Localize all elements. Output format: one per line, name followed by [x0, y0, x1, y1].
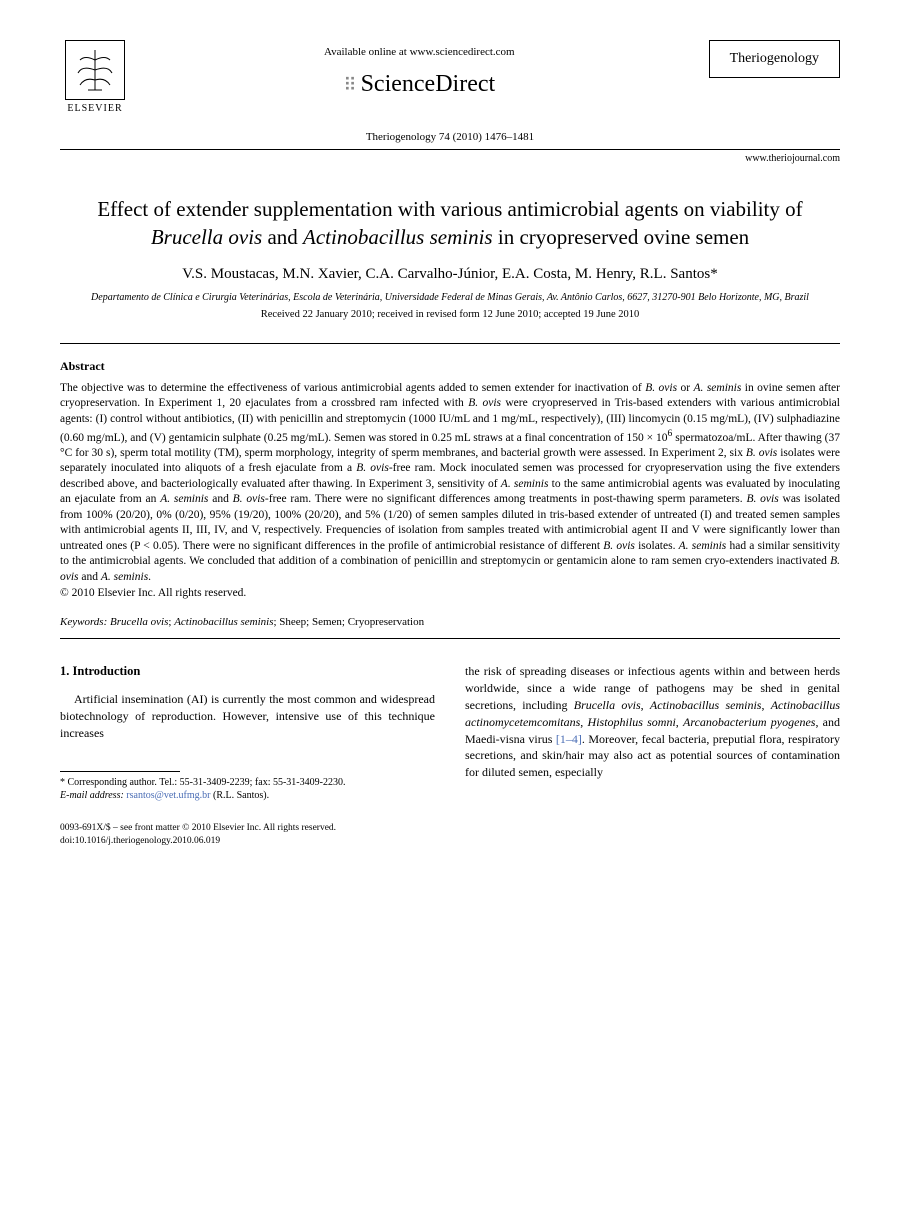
- intro-para-right: the risk of spreading diseases or infect…: [465, 663, 840, 781]
- corr-author-line: * Corresponding author. Tel.: 55-31-3409…: [60, 776, 435, 789]
- authors-line: V.S. Moustacas, M.N. Xavier, C.A. Carval…: [60, 263, 840, 286]
- citation-line: Theriogenology 74 (2010) 1476–1481: [60, 130, 840, 145]
- available-online-text: Available online at www.sciencedirect.co…: [130, 45, 709, 60]
- abstract-text: The objective was to determine the effec…: [60, 381, 840, 601]
- email-link[interactable]: rsantos@vet.ufmg.br: [126, 790, 210, 801]
- affiliation: Departamento de Clínica e Cirurgia Veter…: [60, 291, 840, 304]
- abstract-heading: Abstract: [60, 358, 840, 375]
- keywords-items: Brucella ovis; Actinobacillus seminis; S…: [110, 616, 424, 628]
- divider: [60, 343, 840, 344]
- corresponding-author-footnote: * Corresponding author. Tel.: 55-31-3409…: [60, 776, 435, 802]
- article-title: Effect of extender supplementation with …: [60, 196, 840, 251]
- sd-dots-icon: ⠿: [343, 73, 356, 98]
- divider: [60, 638, 840, 639]
- page-footer: 0093-691X/$ – see front matter © 2010 El…: [60, 822, 840, 847]
- footer-copyright: 0093-691X/$ – see front matter © 2010 El…: [60, 822, 840, 834]
- keywords-line: Keywords: Brucella ovis; Actinobacillus …: [60, 615, 840, 630]
- header-row: ELSEVIER Available online at www.science…: [60, 40, 840, 120]
- left-column: 1. Introduction Artificial insemination …: [60, 663, 435, 802]
- journal-url[interactable]: www.theriojournal.com: [60, 149, 840, 166]
- journal-box: Theriogenology: [709, 40, 840, 78]
- right-column: the risk of spreading diseases or infect…: [465, 663, 840, 802]
- email-line: E-mail address: rsantos@vet.ufmg.br (R.L…: [60, 789, 435, 802]
- elsevier-label: ELSEVIER: [67, 102, 122, 116]
- article-dates: Received 22 January 2010; received in re…: [60, 308, 840, 323]
- elsevier-logo: ELSEVIER: [60, 40, 130, 120]
- footnote-separator: [60, 771, 180, 772]
- sciencedirect-logo: ⠿ScienceDirect: [130, 68, 709, 102]
- body-columns: 1. Introduction Artificial insemination …: [60, 663, 840, 802]
- keywords-label: Keywords:: [60, 616, 107, 628]
- footer-doi: doi:10.1016/j.theriogenology.2010.06.019: [60, 835, 840, 847]
- intro-para-left: Artificial insemination (AI) is currentl…: [60, 691, 435, 741]
- center-header: Available online at www.sciencedirect.co…: [130, 40, 709, 112]
- sciencedirect-text: ScienceDirect: [361, 71, 496, 97]
- elsevier-tree-icon: [65, 40, 125, 100]
- intro-heading: 1. Introduction: [60, 663, 435, 681]
